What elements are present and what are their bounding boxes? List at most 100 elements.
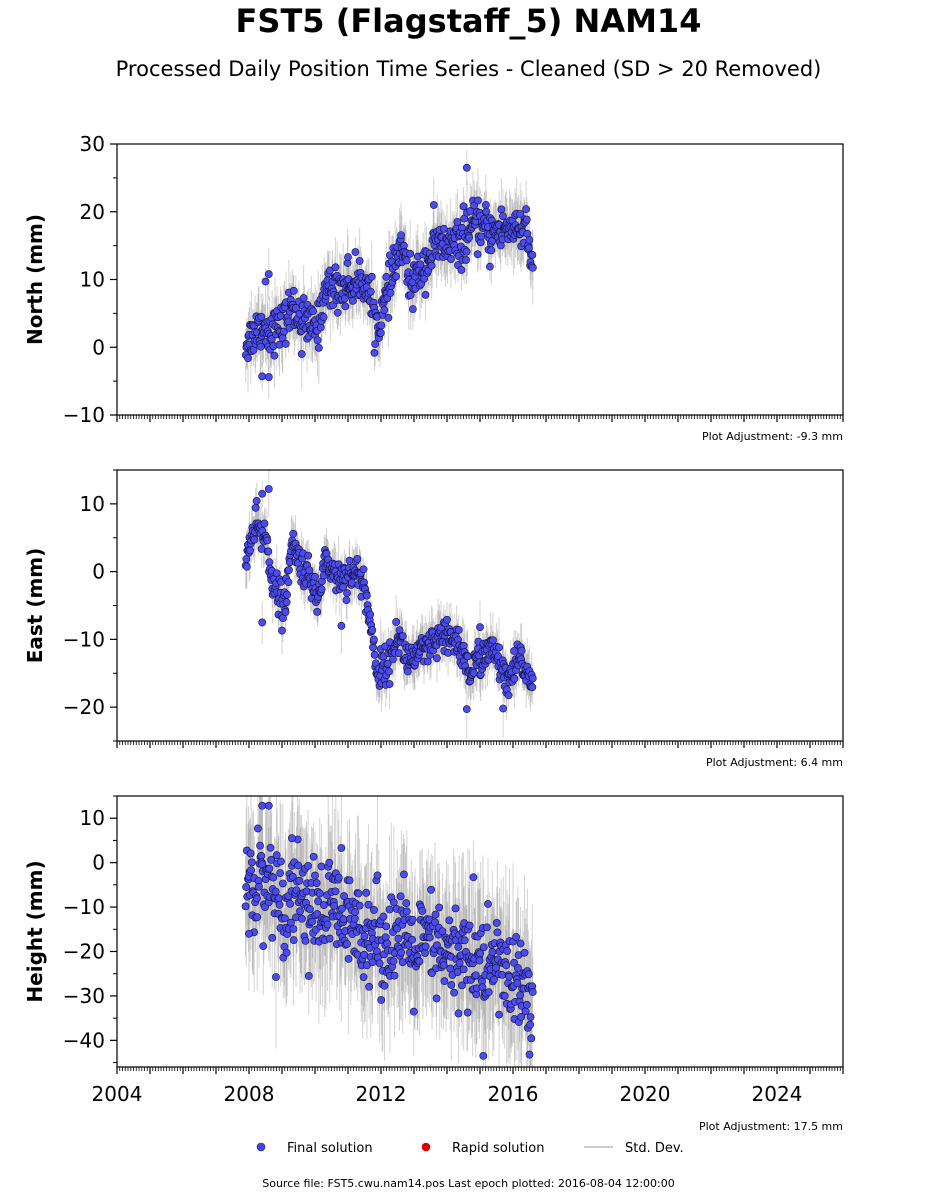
data-point	[264, 801, 273, 810]
legend-label: Final solution	[287, 1141, 373, 1156]
y-tick-label: 30	[80, 132, 105, 156]
data-point	[528, 988, 537, 996]
data-point	[287, 834, 296, 843]
data-point	[297, 350, 306, 358]
data-point	[528, 251, 537, 259]
data-point	[459, 202, 468, 211]
data-point	[337, 621, 346, 630]
data-point	[502, 961, 511, 970]
data-point	[264, 270, 273, 278]
data-point	[313, 607, 322, 616]
data-point	[397, 948, 406, 957]
data-point	[309, 852, 318, 861]
data-point	[366, 610, 375, 619]
data-point	[406, 291, 415, 299]
data-point	[402, 256, 411, 265]
data-point	[242, 883, 251, 891]
data-point	[296, 907, 304, 916]
data-point	[343, 940, 351, 948]
data-point	[274, 894, 283, 903]
data-point	[280, 914, 289, 923]
data-point	[385, 680, 394, 688]
data-point	[301, 936, 310, 945]
data-point	[339, 915, 348, 924]
x-tick-label: 2020	[620, 1082, 671, 1106]
data-point	[463, 652, 472, 661]
data-point	[393, 924, 402, 933]
data-point	[447, 255, 455, 263]
data-point	[265, 558, 274, 567]
plot-adjustment-note: Plot Adjustment: 6.4 mm	[706, 756, 843, 769]
data-point	[244, 354, 252, 363]
data-point	[314, 343, 323, 352]
data-point	[278, 626, 286, 635]
data-point	[465, 921, 474, 930]
y-axis-label: East (mm)	[23, 548, 47, 664]
data-point	[423, 657, 432, 666]
data-layer-east	[241, 470, 537, 740]
data-point	[245, 929, 253, 938]
data-point	[394, 934, 403, 943]
y-tick-label: −30	[63, 984, 105, 1008]
data-point	[510, 647, 518, 655]
data-point	[359, 973, 368, 981]
data-point	[394, 649, 403, 658]
data-point	[418, 907, 427, 915]
data-point	[522, 215, 531, 224]
data-point	[408, 915, 417, 924]
data-point	[294, 861, 303, 870]
data-point	[462, 247, 471, 256]
data-point	[257, 851, 266, 860]
data-point	[325, 934, 334, 943]
data-point	[331, 263, 340, 272]
data-point	[272, 973, 280, 981]
data-point	[389, 655, 397, 664]
data-point	[253, 824, 262, 833]
panel-height: −40 −30 −20 −10 0 10 2004 2008 2012 2016 2020 2024 H…	[23, 795, 844, 1133]
data-point	[390, 971, 399, 980]
data-point	[338, 904, 346, 913]
data-point	[408, 935, 417, 944]
data-point	[295, 876, 304, 885]
data-point	[382, 272, 391, 281]
data-point	[454, 943, 463, 951]
data-point	[471, 971, 480, 980]
data-point	[482, 207, 491, 216]
data-point	[339, 583, 348, 592]
data-point	[305, 566, 314, 575]
data-point	[347, 578, 356, 587]
data-point	[331, 887, 340, 896]
data-point	[260, 519, 269, 528]
data-point	[373, 871, 382, 880]
data-point	[248, 858, 256, 867]
y-tick-label: −10	[63, 627, 105, 651]
legend-item: Rapid solution	[421, 1141, 544, 1156]
data-point	[524, 244, 533, 252]
data-point	[276, 869, 285, 878]
data-point	[319, 313, 328, 321]
data-point	[333, 308, 342, 317]
data-point	[284, 578, 293, 587]
data-point	[279, 879, 287, 888]
data-point	[483, 923, 491, 932]
page-title: FST5 (Flagstaff_5) NAM14	[235, 2, 702, 40]
data-point	[304, 972, 313, 980]
data-point	[447, 981, 456, 989]
data-point	[489, 636, 497, 645]
data-point	[438, 927, 447, 936]
data-point	[315, 889, 324, 898]
data-point	[312, 879, 321, 887]
data-point	[355, 901, 364, 910]
data-point	[421, 942, 430, 951]
legend-label: Rapid solution	[452, 1141, 544, 1156]
data-point	[289, 925, 298, 933]
y-tick-label: 0	[92, 851, 105, 875]
data-point	[402, 907, 411, 916]
data-point	[435, 903, 444, 912]
data-point	[371, 340, 380, 349]
data-point	[479, 943, 488, 952]
data-point	[499, 212, 507, 221]
data-point	[439, 961, 448, 970]
data-point	[342, 596, 351, 605]
